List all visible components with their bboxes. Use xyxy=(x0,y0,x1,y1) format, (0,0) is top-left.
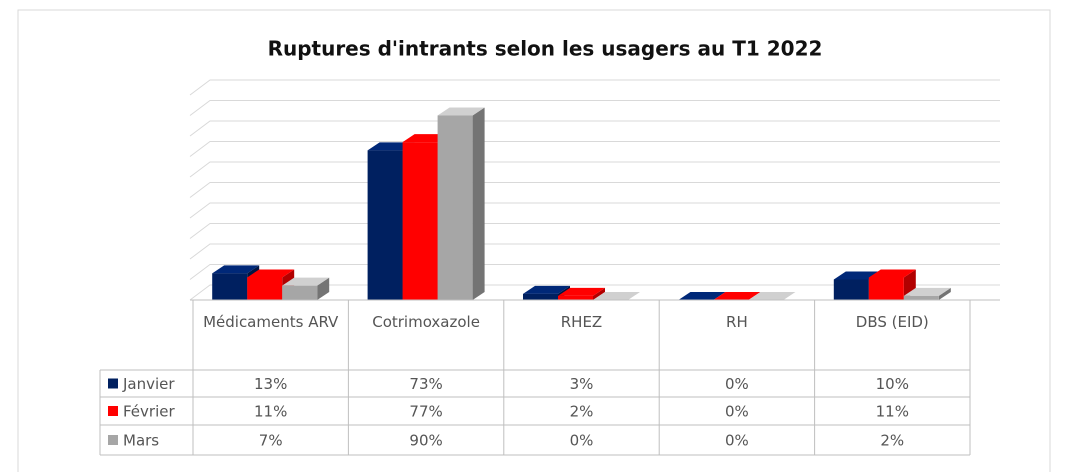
bar xyxy=(558,295,593,300)
bar xyxy=(903,295,939,300)
value-label: 13% xyxy=(254,375,287,393)
chart-title: Ruptures d'intrants selon les usagers au… xyxy=(268,37,823,61)
grid-line xyxy=(189,264,1000,280)
value-label: 73% xyxy=(409,375,442,393)
grid-line xyxy=(189,223,1000,239)
bar xyxy=(247,277,283,300)
bar-top xyxy=(437,107,485,116)
value-label: 11% xyxy=(876,403,909,421)
value-label: 2% xyxy=(880,432,904,450)
bar xyxy=(523,293,558,300)
bar xyxy=(282,285,318,300)
grid-line xyxy=(189,182,1000,198)
legend-label: Janvier xyxy=(122,375,175,393)
value-label: 10% xyxy=(876,375,909,393)
x-tick-label: Cotrimoxazole xyxy=(372,313,480,331)
bar-side xyxy=(938,287,951,300)
bar xyxy=(367,150,403,300)
bar-side xyxy=(317,277,330,300)
category-cell: Médicaments ARV xyxy=(203,313,339,331)
grid-line xyxy=(189,202,1000,219)
x-tick-label: RH xyxy=(726,313,748,331)
category-cell: RH xyxy=(726,313,748,331)
bar-side xyxy=(593,287,605,300)
value-label: 11% xyxy=(254,403,287,421)
value-label: 0% xyxy=(725,403,749,421)
grid-line xyxy=(189,120,1000,137)
grid-line xyxy=(189,243,1000,260)
grid-line xyxy=(189,100,1000,116)
bar xyxy=(402,142,438,300)
bar-top xyxy=(748,292,796,300)
bar xyxy=(212,273,248,300)
bar-top xyxy=(713,292,761,300)
bar-top xyxy=(903,287,951,296)
value-label: 90% xyxy=(409,432,442,450)
bar-top xyxy=(282,277,330,286)
x-tick-label: Médicaments ARV xyxy=(203,313,339,331)
bar-top xyxy=(593,292,640,300)
x-tick-label: DBS (EID) xyxy=(855,313,929,331)
grid-line xyxy=(189,161,1000,178)
value-label: 0% xyxy=(570,432,594,450)
bar-side xyxy=(472,107,485,300)
grid-line xyxy=(189,141,1000,157)
bar xyxy=(868,277,904,300)
bar-top xyxy=(247,269,295,278)
bar-top xyxy=(558,287,605,296)
category-cell: Cotrimoxazole xyxy=(372,313,480,331)
legend-swatch xyxy=(108,406,118,416)
value-label: 77% xyxy=(409,403,442,421)
value-label: 2% xyxy=(570,403,594,421)
bar-top xyxy=(212,265,260,274)
grid-line xyxy=(189,79,1000,96)
legend-label: Février xyxy=(123,403,175,421)
bar-top xyxy=(868,269,916,278)
value-label: 0% xyxy=(725,375,749,393)
legend-swatch xyxy=(108,378,118,389)
chart-frame xyxy=(17,9,1051,476)
value-label: 3% xyxy=(570,375,594,393)
bar xyxy=(437,115,473,300)
legend-label: Mars xyxy=(123,432,159,450)
legend-swatch xyxy=(108,435,118,445)
grid-line xyxy=(189,284,1000,301)
category-cell: RHEZ xyxy=(560,313,603,331)
category-cell: DBS (EID) xyxy=(855,313,929,331)
bar-top xyxy=(523,285,570,294)
x-tick-label: RHEZ xyxy=(560,313,603,331)
bar xyxy=(833,279,869,300)
bar-top xyxy=(678,292,726,300)
value-label: 0% xyxy=(725,432,749,450)
value-label: 7% xyxy=(259,432,283,450)
